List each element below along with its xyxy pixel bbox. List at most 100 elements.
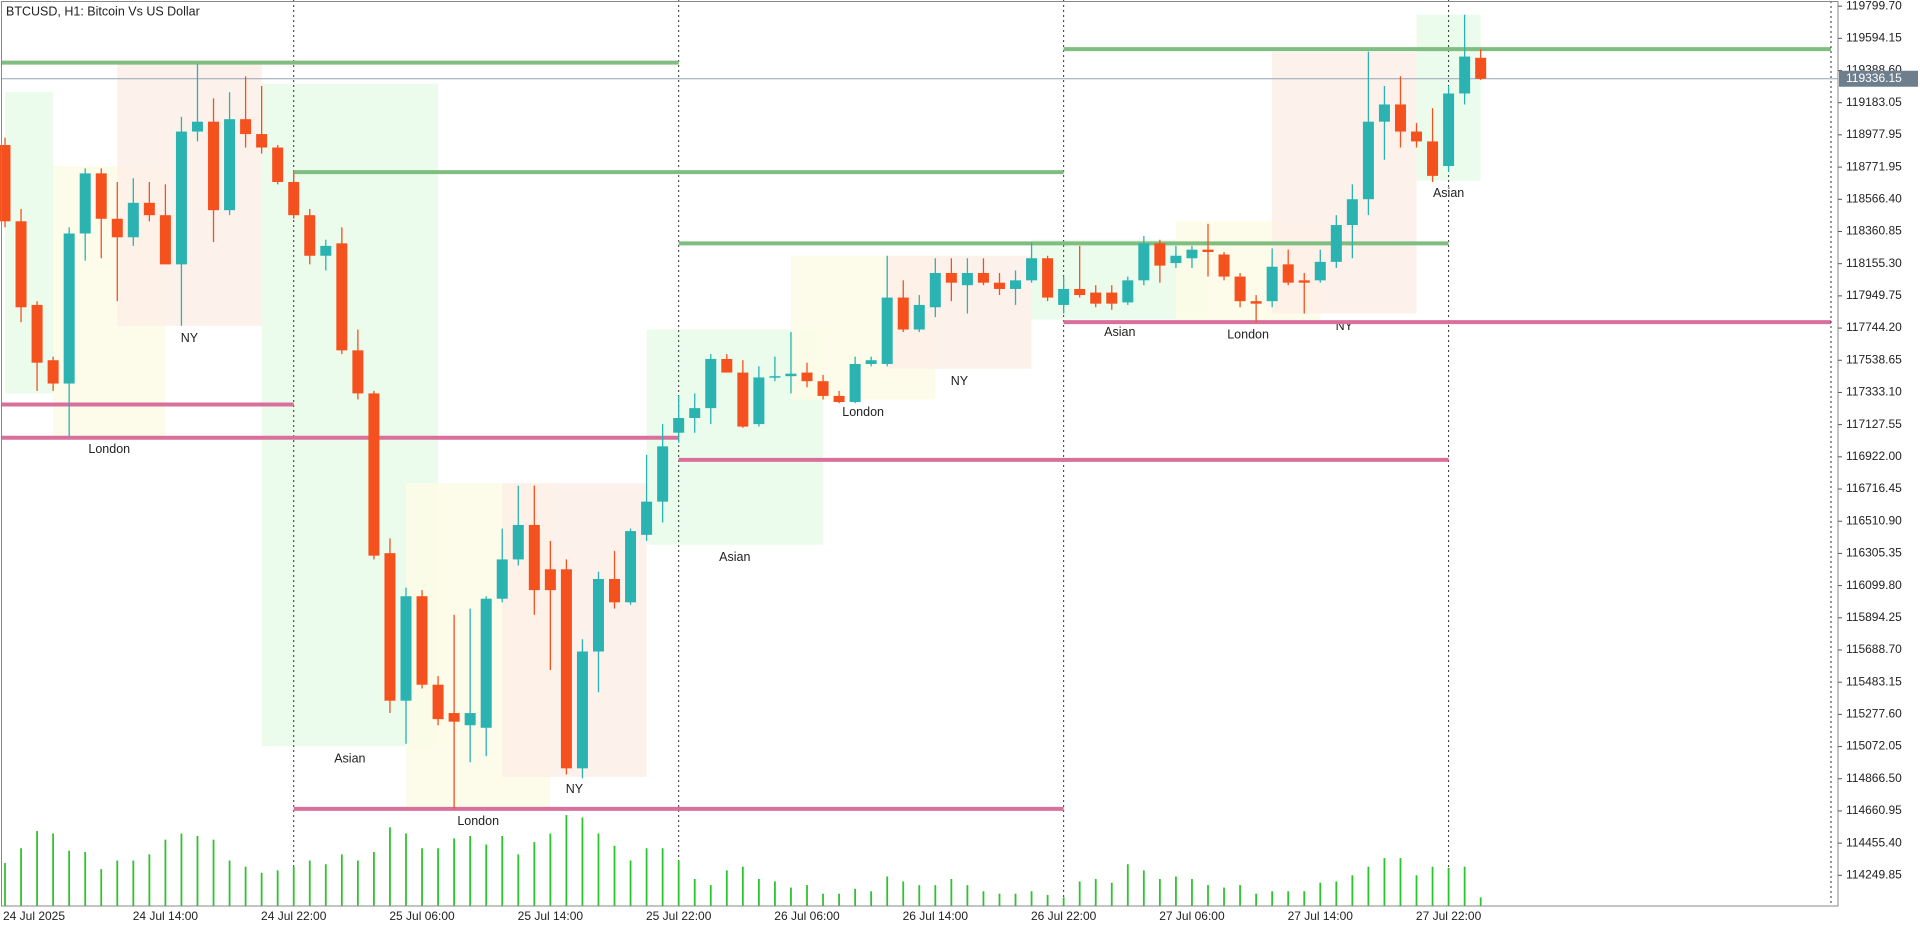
candle-body <box>304 215 316 256</box>
y-tick-label: 115894.25 <box>1846 610 1902 624</box>
y-tick-label: 114455.40 <box>1846 835 1902 849</box>
volume-bar <box>437 848 439 906</box>
volume-bar <box>693 878 696 906</box>
candle-body <box>817 381 829 396</box>
volume-bar <box>1110 882 1113 906</box>
volume-bar <box>1014 893 1017 906</box>
volume-bar <box>1078 881 1081 906</box>
candle-body <box>689 408 701 418</box>
session-box <box>117 63 262 326</box>
y-tick-label: 118155.30 <box>1846 256 1902 270</box>
y-tick-label: 117538.65 <box>1846 352 1902 366</box>
volume-bar <box>405 833 407 906</box>
candle-body <box>737 372 749 427</box>
volume-bar <box>1223 887 1225 906</box>
volume-bar <box>1094 878 1097 906</box>
candle-body <box>1218 254 1230 277</box>
candle-body <box>544 569 556 591</box>
candle-body <box>753 377 765 425</box>
candle-body <box>849 363 861 403</box>
y-tick-label: 116305.35 <box>1846 546 1902 560</box>
candle-body <box>175 131 187 265</box>
candle-body <box>785 373 797 377</box>
volume-bar <box>565 815 568 906</box>
x-tick-label: 27 Jul 22:00 <box>1416 909 1482 923</box>
plot-frame <box>1 1 1839 907</box>
candle-body <box>897 297 909 330</box>
session-box <box>887 255 1032 369</box>
candle-body <box>1250 301 1262 304</box>
candle-body <box>945 272 957 283</box>
candle-body <box>625 531 637 603</box>
candle-body <box>1330 225 1342 262</box>
session-label: NY <box>181 331 199 345</box>
y-tick-label: 117949.75 <box>1846 288 1902 302</box>
volume-bar <box>116 860 119 906</box>
candle-body <box>224 119 236 211</box>
candle-body <box>1266 266 1278 302</box>
candle-body <box>705 358 717 409</box>
candle-body <box>576 651 588 769</box>
volume-bar <box>1239 885 1241 906</box>
candle-body <box>0 145 11 222</box>
volume-bar <box>1255 893 1258 906</box>
candle-body <box>993 282 1005 289</box>
volume-bar <box>1383 858 1386 906</box>
y-tick-label: 119183.05 <box>1846 95 1902 109</box>
volume-bar <box>52 833 55 906</box>
volume-bar <box>581 817 584 906</box>
volume-bar <box>533 842 536 906</box>
candle-body <box>1074 288 1086 296</box>
volume-bar <box>822 893 824 906</box>
candle-body <box>352 350 364 394</box>
y-tick-label: 115072.05 <box>1846 739 1902 753</box>
volume-bar <box>324 864 327 906</box>
candle-body <box>528 524 540 591</box>
y-tick-label: 114866.50 <box>1846 771 1902 785</box>
volume-bar <box>677 860 680 906</box>
volume-bar <box>20 848 22 906</box>
current-price-label: 119336.15 <box>1846 71 1902 85</box>
candle-body <box>95 173 107 219</box>
candle-body <box>1154 243 1166 266</box>
volume-bar <box>373 851 375 906</box>
candle-body <box>1058 288 1070 305</box>
candle-body <box>1282 264 1294 283</box>
candle-body <box>208 121 220 211</box>
session-label: London <box>1227 327 1269 341</box>
candle-body <box>1138 243 1150 281</box>
candle-body <box>1090 292 1102 304</box>
volume-bar <box>469 835 472 906</box>
x-tick-label: 25 Jul 22:00 <box>646 909 712 923</box>
candle-body <box>63 233 75 384</box>
x-tick-label: 25 Jul 14:00 <box>518 909 584 923</box>
candle-body <box>609 578 621 603</box>
volume-bar <box>84 851 87 906</box>
candle-body <box>512 524 524 560</box>
candle-body <box>560 569 572 769</box>
candle-body <box>1411 131 1423 142</box>
x-tick-label: 24 Jul 2025 <box>3 909 65 923</box>
candle-body <box>961 272 973 286</box>
candle-body <box>1234 276 1246 302</box>
current-price-box <box>1839 70 1918 87</box>
candle-body <box>15 221 27 308</box>
volume-bar <box>790 887 792 906</box>
candle-body <box>432 684 444 720</box>
candle-body <box>1298 280 1310 283</box>
candle-body <box>641 501 653 535</box>
y-tick-label: 115277.60 <box>1846 707 1902 721</box>
candle-body <box>384 553 396 701</box>
volume-bar <box>36 831 38 906</box>
candle-body <box>1010 280 1022 289</box>
volume-bar <box>260 872 263 906</box>
volume-bar <box>180 833 183 906</box>
candle-body <box>288 181 300 216</box>
candle-body <box>1475 57 1487 79</box>
candle-body <box>47 360 59 384</box>
candle-body <box>79 173 91 234</box>
y-tick-label: 118566.40 <box>1846 191 1902 205</box>
volume-bar <box>1126 864 1129 906</box>
chart-title: BTCUSD, H1: Bitcoin Vs US Dollar <box>6 4 200 18</box>
candle-body <box>673 417 685 433</box>
